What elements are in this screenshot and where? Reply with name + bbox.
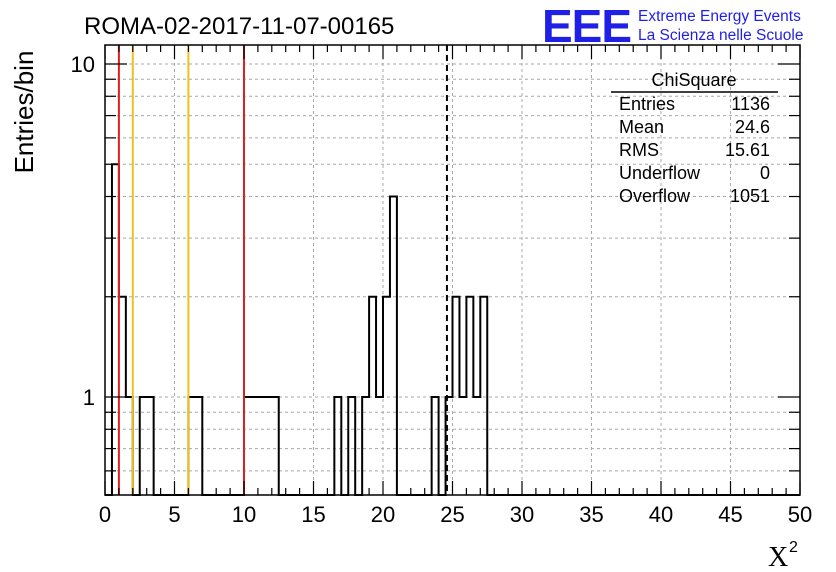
- stats-box-title: ChiSquare: [651, 70, 736, 90]
- stats-label: RMS: [619, 140, 659, 160]
- x-tick-label: 15: [301, 502, 325, 527]
- chart-title: ROMA-02-2017-11-07-00165: [84, 13, 394, 40]
- stats-value: 1136: [731, 94, 770, 114]
- stats-box-rows: Entries 1136 Mean 24.6 RMS 15.61 Underflow 0 Ove…: [619, 94, 770, 206]
- y-tick-label: 1: [83, 385, 95, 410]
- stats-value: 15.61: [725, 140, 770, 160]
- x-tick-label: 45: [718, 502, 742, 527]
- stats-box: ChiSquare Entries 1136 Mean 24.6 RMS 15.61 Und…: [611, 70, 778, 206]
- x-tick-label: 50: [788, 502, 812, 527]
- x-tick-label: 0: [99, 502, 111, 527]
- x-tick-label: 35: [579, 502, 603, 527]
- eee-logo-line2: La Scienza nelle Scuole: [638, 27, 803, 44]
- reference-lines: [117, 45, 448, 495]
- eee-logo-line1: Extreme Energy Events: [638, 8, 801, 25]
- y-tick-label: 10: [71, 52, 95, 77]
- tick-labels: 0 5 10 15 20 25 30 35 40 45 50 1 10: [71, 52, 813, 527]
- stats-label: Underflow: [619, 163, 701, 183]
- x-axis-title: X 2: [768, 539, 798, 572]
- stats-label: Overflow: [619, 186, 691, 206]
- stats-label: Mean: [619, 117, 664, 137]
- stats-label: Entries: [619, 94, 675, 114]
- x-tick-label: 10: [232, 502, 256, 527]
- eee-logo: EEE Extreme Energy Events La Scienza nel…: [542, 0, 803, 52]
- x-tick-label: 5: [168, 502, 180, 527]
- stats-value: 24.6: [735, 117, 770, 137]
- stats-value: 1051: [730, 186, 770, 206]
- y-axis-title: Entries/bin: [9, 51, 39, 174]
- x-axis-title-base: X: [768, 542, 788, 572]
- x-tick-label: 25: [440, 502, 464, 527]
- axes: [104, 44, 801, 496]
- stats-value: 0: [760, 163, 770, 183]
- x-tick-label: 40: [649, 502, 673, 527]
- x-tick-label: 30: [510, 502, 534, 527]
- x-tick-label: 20: [371, 502, 395, 527]
- eee-logo-mark: EEE: [542, 0, 631, 52]
- x-axis-title-superscript: 2: [789, 539, 798, 556]
